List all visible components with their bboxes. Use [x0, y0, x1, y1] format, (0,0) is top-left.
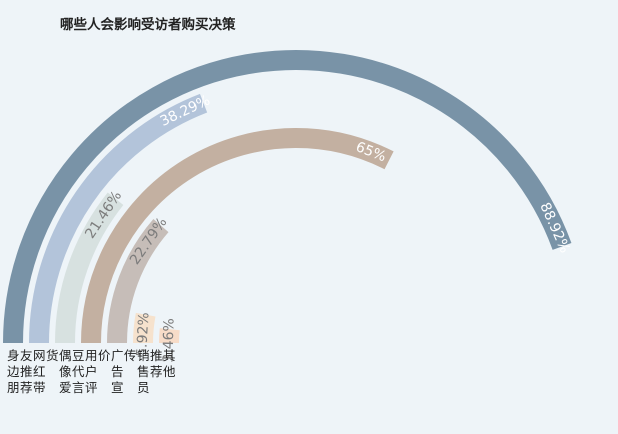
value-label-6: 5.92%: [134, 312, 152, 357]
bar-1: [3, 49, 572, 344]
value-label-1: 88.92%: [536, 200, 572, 255]
category-label-1: 身边朋友推荐: [7, 348, 33, 395]
bars-group: [3, 49, 572, 344]
bar-5: [107, 218, 169, 344]
chart-title: 哪些人会影响受访者购买决策: [60, 16, 236, 33]
bar-7: [159, 328, 180, 344]
value-label-7: 3.46%: [161, 318, 178, 363]
category-label-4: 用户评价: [85, 348, 111, 395]
category-label-2: 网红带货: [33, 348, 59, 395]
category-label-7: 其他: [163, 348, 176, 379]
bar-3: [55, 192, 124, 344]
category-label-6: 销售员推荐: [137, 348, 163, 395]
bar-4: [81, 128, 394, 344]
bar-6: [133, 312, 156, 344]
category-label-3: 偶像爱豆代言: [59, 348, 85, 395]
category-label-5: 广告宣传: [111, 348, 137, 395]
bar-2: [29, 93, 208, 344]
